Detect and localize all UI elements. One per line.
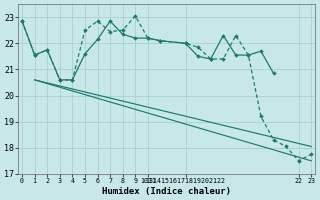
X-axis label: Humidex (Indice chaleur): Humidex (Indice chaleur) xyxy=(102,187,231,196)
